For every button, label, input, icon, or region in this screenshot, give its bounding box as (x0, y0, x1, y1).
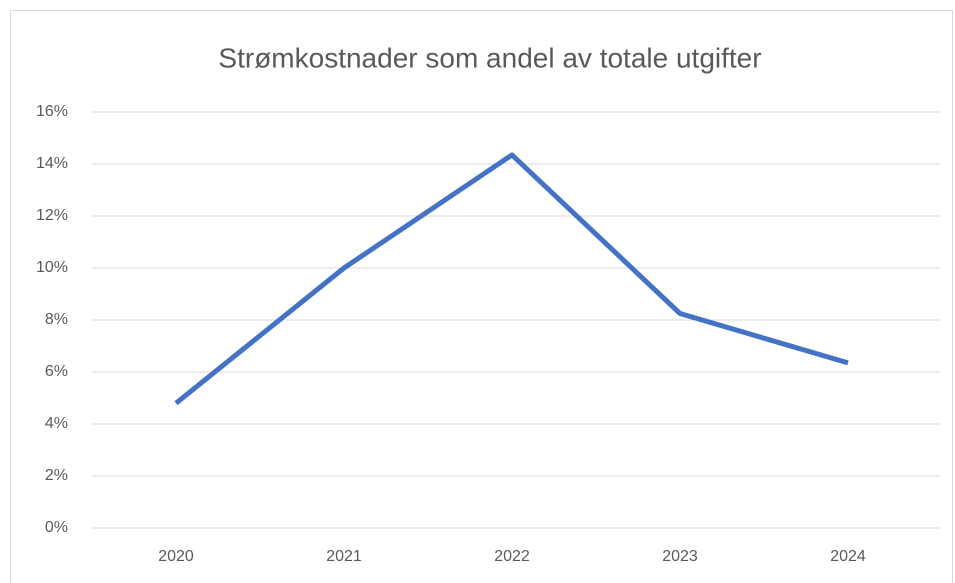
chart-border (10, 10, 953, 583)
y-tick-label: 14% (36, 155, 68, 172)
y-tick-label: 16% (36, 103, 68, 120)
x-tick-label: 2023 (662, 548, 698, 565)
y-tick-label: 6% (45, 363, 68, 380)
line-series (174, 152, 849, 406)
y-tick-label: 4% (45, 415, 68, 432)
x-tick-label: 2020 (158, 548, 194, 565)
chart-title: Strømkostnader som andel av totale utgif… (218, 42, 761, 73)
x-tick-label: 2022 (494, 548, 530, 565)
y-tick-label: 0% (45, 519, 68, 536)
y-tick-label: 12% (36, 207, 68, 224)
x-tick-label: 2024 (830, 548, 866, 565)
y-tick-label: 10% (36, 259, 68, 276)
x-tick-label: 2021 (326, 548, 362, 565)
y-tick-label: 8% (45, 311, 68, 328)
y-tick-label: 2% (45, 467, 68, 484)
